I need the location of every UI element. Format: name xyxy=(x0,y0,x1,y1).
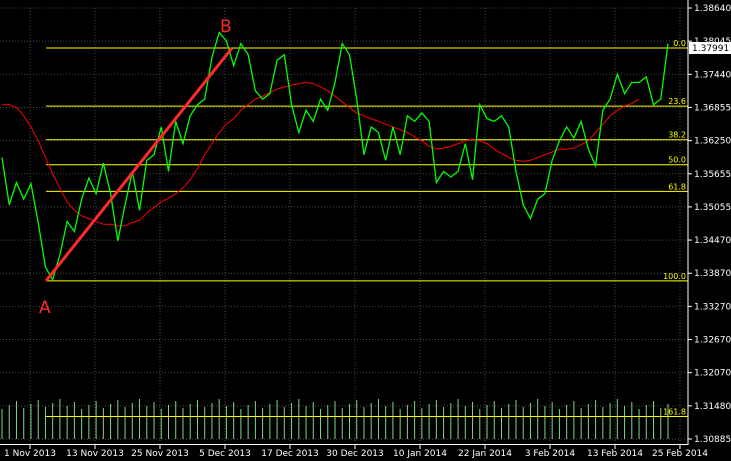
fib-level-label: 38.2 xyxy=(668,131,686,140)
y-tick-label: 1.38640 xyxy=(694,4,731,14)
fib-level-label: 61.8 xyxy=(668,182,686,191)
y-tick-label: 1.33270 xyxy=(694,302,731,312)
current-price-box xyxy=(689,42,731,55)
grid xyxy=(0,7,688,444)
series xyxy=(1,31,669,282)
x-tick-label: 10 Jan 2014 xyxy=(393,449,447,459)
y-tick-label: 1.35655 xyxy=(694,170,731,180)
x-tick-label: 17 Dec 2013 xyxy=(261,449,319,459)
y-tick-label: 1.36250 xyxy=(694,137,731,147)
x-tick-label: 13 Feb 2014 xyxy=(587,449,643,459)
x-tick-label: 25 Feb 2014 xyxy=(652,449,708,459)
fib-level-label: 23.6 xyxy=(668,97,686,106)
moving-average-line xyxy=(2,81,640,227)
fib-level-label: 50.0 xyxy=(668,156,686,165)
fib-level-label: 161.8 xyxy=(663,407,686,416)
x-tick-label: 3 Feb 2014 xyxy=(525,449,576,459)
point-label-b: B xyxy=(220,17,232,37)
y-tick-label: 1.31480 xyxy=(694,402,731,412)
current-price-label: 1.37991 xyxy=(692,44,729,54)
x-tick-label: 25 Nov 2013 xyxy=(131,449,189,459)
x-tick-label: 1 Nov 2013 xyxy=(4,449,56,459)
x-tick-label: 13 Nov 2013 xyxy=(66,449,124,459)
y-tick-label: 1.33870 xyxy=(694,269,731,279)
x-tick-label: 5 Dec 2013 xyxy=(199,449,251,459)
y-tick-label: 1.34470 xyxy=(694,236,731,246)
x-tick-label: 30 Dec 2013 xyxy=(326,449,384,459)
y-tick-label: 1.38045 xyxy=(694,37,731,47)
x-tick-label: 22 Jan 2014 xyxy=(458,449,512,459)
y-tick-label: 1.30885 xyxy=(694,435,731,445)
y-tick-label: 1.35055 xyxy=(694,203,731,213)
price-line xyxy=(1,31,669,282)
fib-level-label: 100.0 xyxy=(663,272,686,281)
y-tick-label: 1.36855 xyxy=(694,103,731,113)
trend-line xyxy=(44,47,234,282)
y-tick-label: 1.32070 xyxy=(694,369,731,379)
y-tick-label: 1.37440 xyxy=(694,70,731,80)
trend-line-group: A B xyxy=(39,17,234,318)
fib-level-label: 0.0 xyxy=(673,39,686,48)
fibonacci-levels: 0.0 23.6 38.2 50.0 61.8 100.0 161.8 xyxy=(46,39,688,417)
point-label-a: A xyxy=(39,298,51,318)
volume-bars xyxy=(1,399,669,439)
y-tick-label: 1.32670 xyxy=(694,336,731,346)
